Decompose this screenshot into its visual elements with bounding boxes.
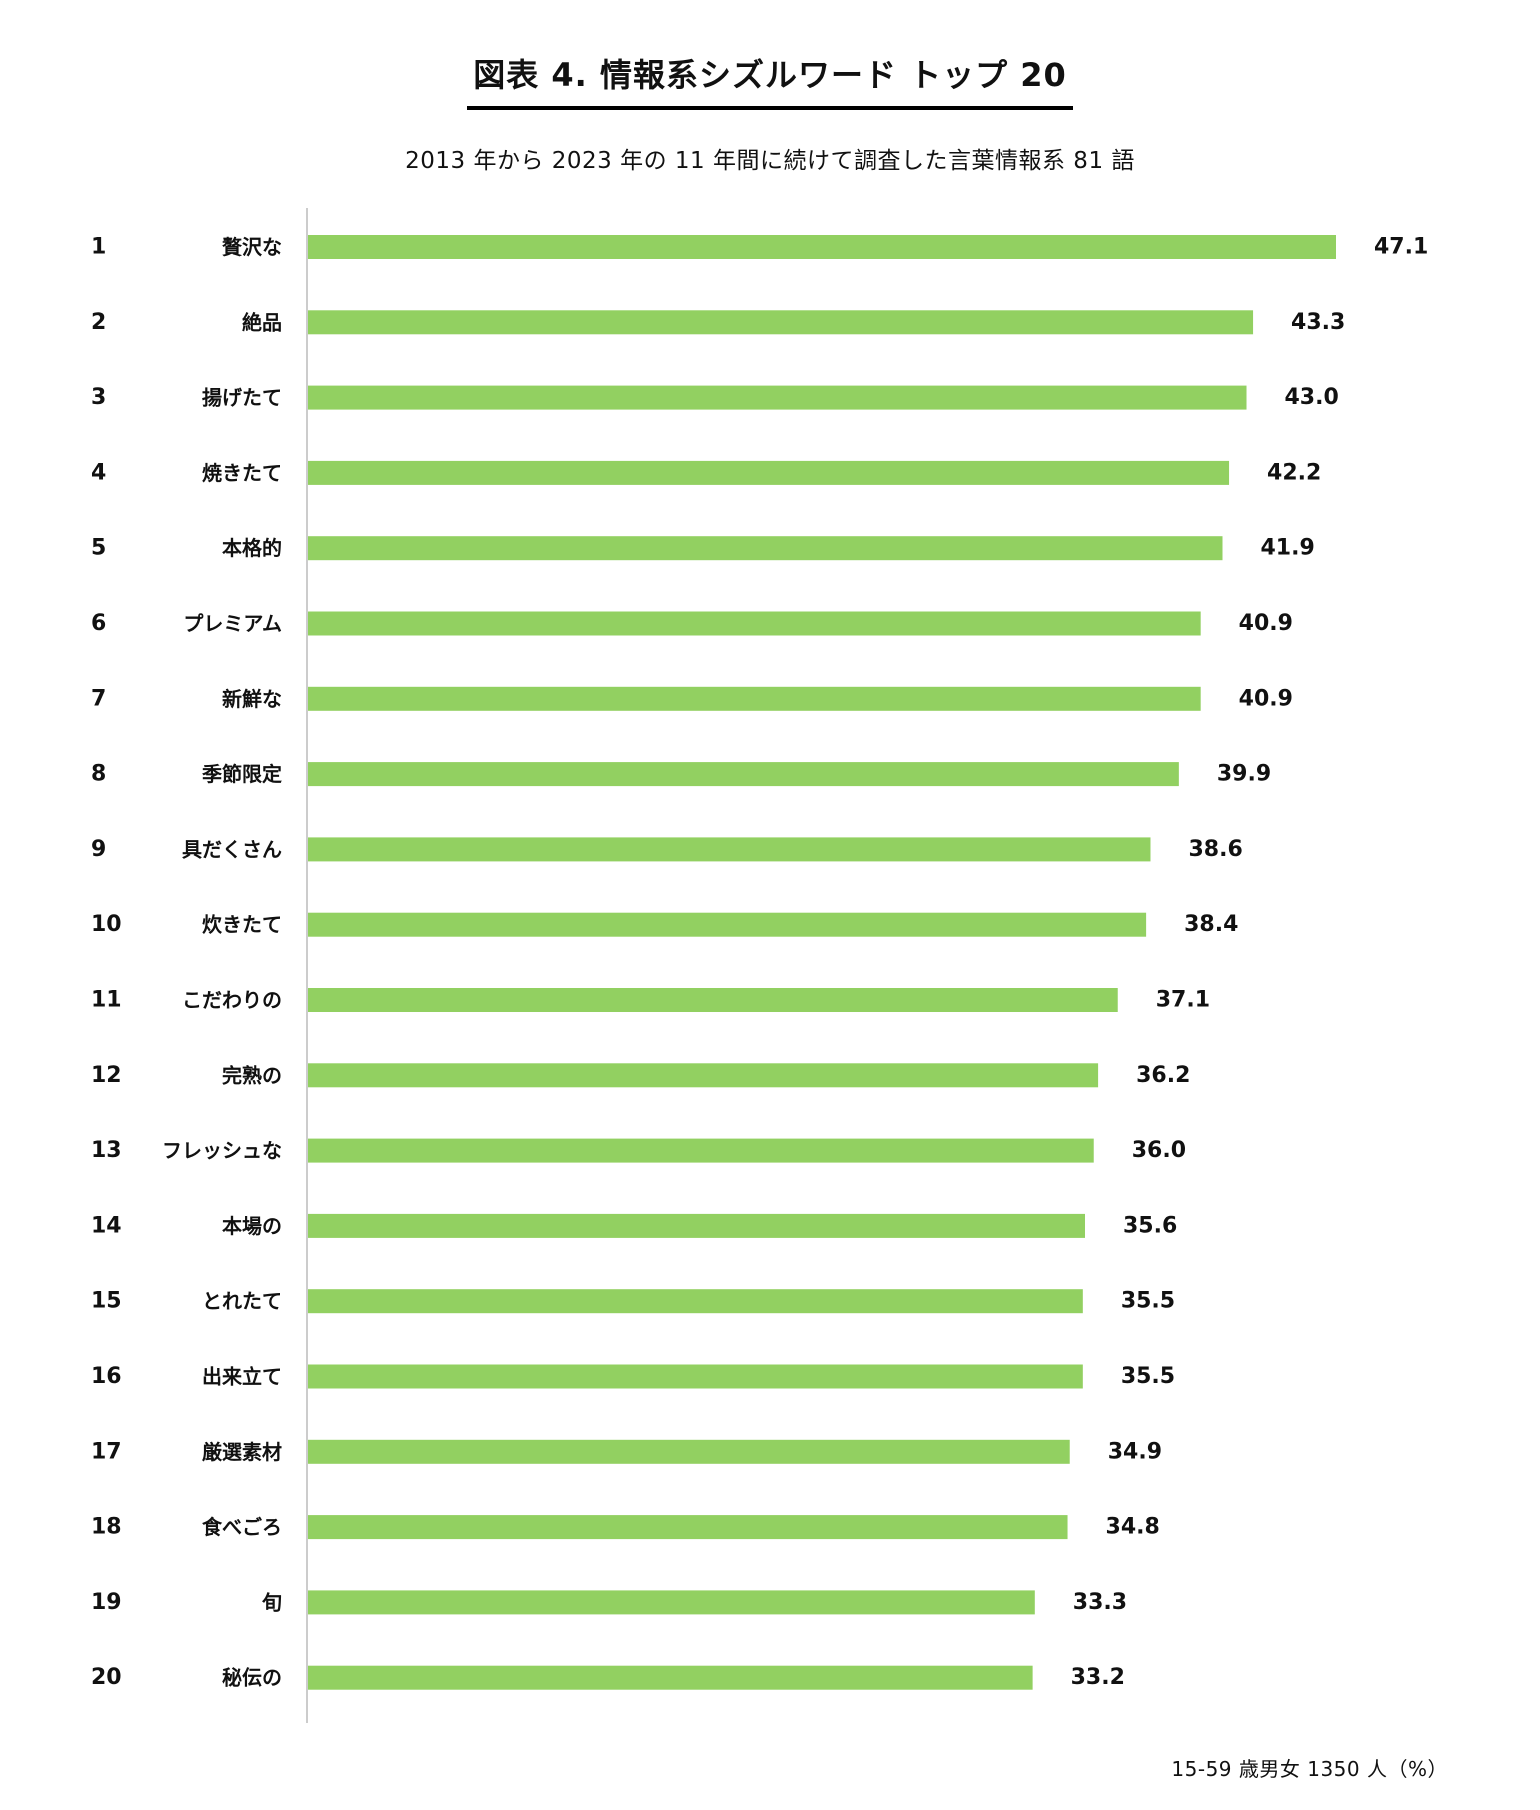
category-label: プレミアム: [183, 612, 282, 636]
category-label: 本場の: [222, 1214, 282, 1238]
category-label: 秘伝の: [222, 1666, 282, 1690]
rank-label: 1: [91, 235, 106, 260]
bar: [308, 837, 1151, 862]
bar: [308, 1138, 1094, 1163]
bar: [308, 1665, 1033, 1690]
rank-label: 20: [91, 1665, 122, 1690]
chart-subtitle: 2013 年から 2023 年の 11 年間に続けて調査した言葉情報系 81 語: [405, 148, 1135, 174]
category-label: 厳選素材: [202, 1440, 282, 1464]
bar: [308, 686, 1201, 711]
bar: [308, 310, 1254, 335]
bar: [308, 1289, 1083, 1314]
category-label: 新鮮な: [222, 687, 282, 711]
rank-label: 12: [91, 1063, 122, 1088]
rank-label: 19: [91, 1590, 122, 1615]
category-label: フレッシュな: [162, 1139, 282, 1163]
value-label: 38.6: [1188, 837, 1242, 862]
category-label: 炊きたて: [202, 913, 282, 937]
value-label: 43.3: [1291, 310, 1345, 335]
rank-label: 2: [91, 310, 106, 335]
bar-chart: 1 贅沢な 47.1 2 絶品 43.3 3 揚げたて 43.0 4 焼きたて 42.2 5 本格的 41.…: [91, 208, 1428, 1723]
value-label: 36.2: [1136, 1063, 1190, 1088]
rank-label: 6: [91, 611, 106, 636]
category-label: 贅沢な: [222, 235, 282, 259]
rank-label: 15: [91, 1289, 122, 1314]
rank-label: 9: [91, 837, 106, 862]
rank-label: 17: [91, 1439, 122, 1464]
bar: [308, 1213, 1086, 1238]
bar: [308, 1063, 1099, 1088]
chart-title-text: 図表 4. 情報系シズルワード トップ 20: [467, 50, 1073, 110]
category-label: 本格的: [222, 536, 282, 560]
category-label: 完熟の: [222, 1063, 282, 1087]
rank-label: 16: [91, 1364, 122, 1389]
rank-label: 11: [91, 988, 122, 1013]
bar: [308, 988, 1118, 1012]
value-label: 40.9: [1239, 611, 1293, 636]
rank-label: 14: [91, 1213, 122, 1238]
category-label: 焼きたて: [202, 461, 282, 485]
category-label: 出来立て: [202, 1365, 282, 1389]
chart-footnote: 15-59 歳男女 1350 人（%）: [1171, 1757, 1448, 1781]
bar: [308, 762, 1179, 787]
value-label: 35.6: [1123, 1213, 1177, 1238]
bar: [308, 1590, 1035, 1615]
bar: [308, 536, 1223, 561]
category-label: 食べごろ: [202, 1515, 282, 1539]
value-label: 33.2: [1071, 1665, 1125, 1690]
rank-label: 4: [91, 460, 106, 485]
bar: [308, 235, 1336, 259]
rank-label: 7: [91, 686, 106, 711]
category-label: こだわりの: [182, 988, 282, 1012]
rank-label: 18: [91, 1515, 122, 1540]
value-label: 38.4: [1184, 912, 1238, 937]
rank-label: 10: [91, 912, 122, 937]
bar: [308, 1515, 1068, 1540]
bar: [308, 385, 1247, 410]
category-label: とれたて: [202, 1289, 282, 1313]
bar: [308, 1364, 1083, 1389]
value-label: 47.1: [1374, 235, 1428, 260]
value-label: 35.5: [1121, 1364, 1175, 1389]
bar: [308, 912, 1147, 937]
value-label: 42.2: [1267, 460, 1321, 485]
category-label: 旬: [261, 1590, 282, 1614]
rank-label: 3: [91, 385, 106, 410]
rank-label: 8: [91, 762, 106, 787]
category-label: 絶品: [242, 310, 282, 334]
value-label: 33.3: [1073, 1590, 1127, 1615]
category-label: 具だくさん: [182, 837, 282, 861]
bar: [308, 460, 1230, 485]
chart-title: 図表 4. 情報系シズルワード トップ 20: [0, 50, 1540, 110]
bar: [308, 1439, 1070, 1464]
category-label: 揚げたて: [202, 386, 282, 410]
rank-label: 13: [91, 1138, 122, 1163]
category-label: 季節限定: [201, 762, 282, 786]
value-label: 34.9: [1108, 1439, 1162, 1464]
value-label: 34.8: [1106, 1515, 1160, 1540]
bar: [308, 611, 1201, 636]
value-label: 39.9: [1217, 762, 1271, 787]
value-label: 40.9: [1239, 686, 1293, 711]
value-label: 43.0: [1285, 385, 1339, 410]
rank-label: 5: [91, 536, 106, 561]
value-label: 41.9: [1261, 536, 1315, 561]
value-label: 37.1: [1156, 988, 1210, 1013]
value-label: 36.0: [1132, 1138, 1186, 1163]
value-label: 35.5: [1121, 1289, 1175, 1314]
